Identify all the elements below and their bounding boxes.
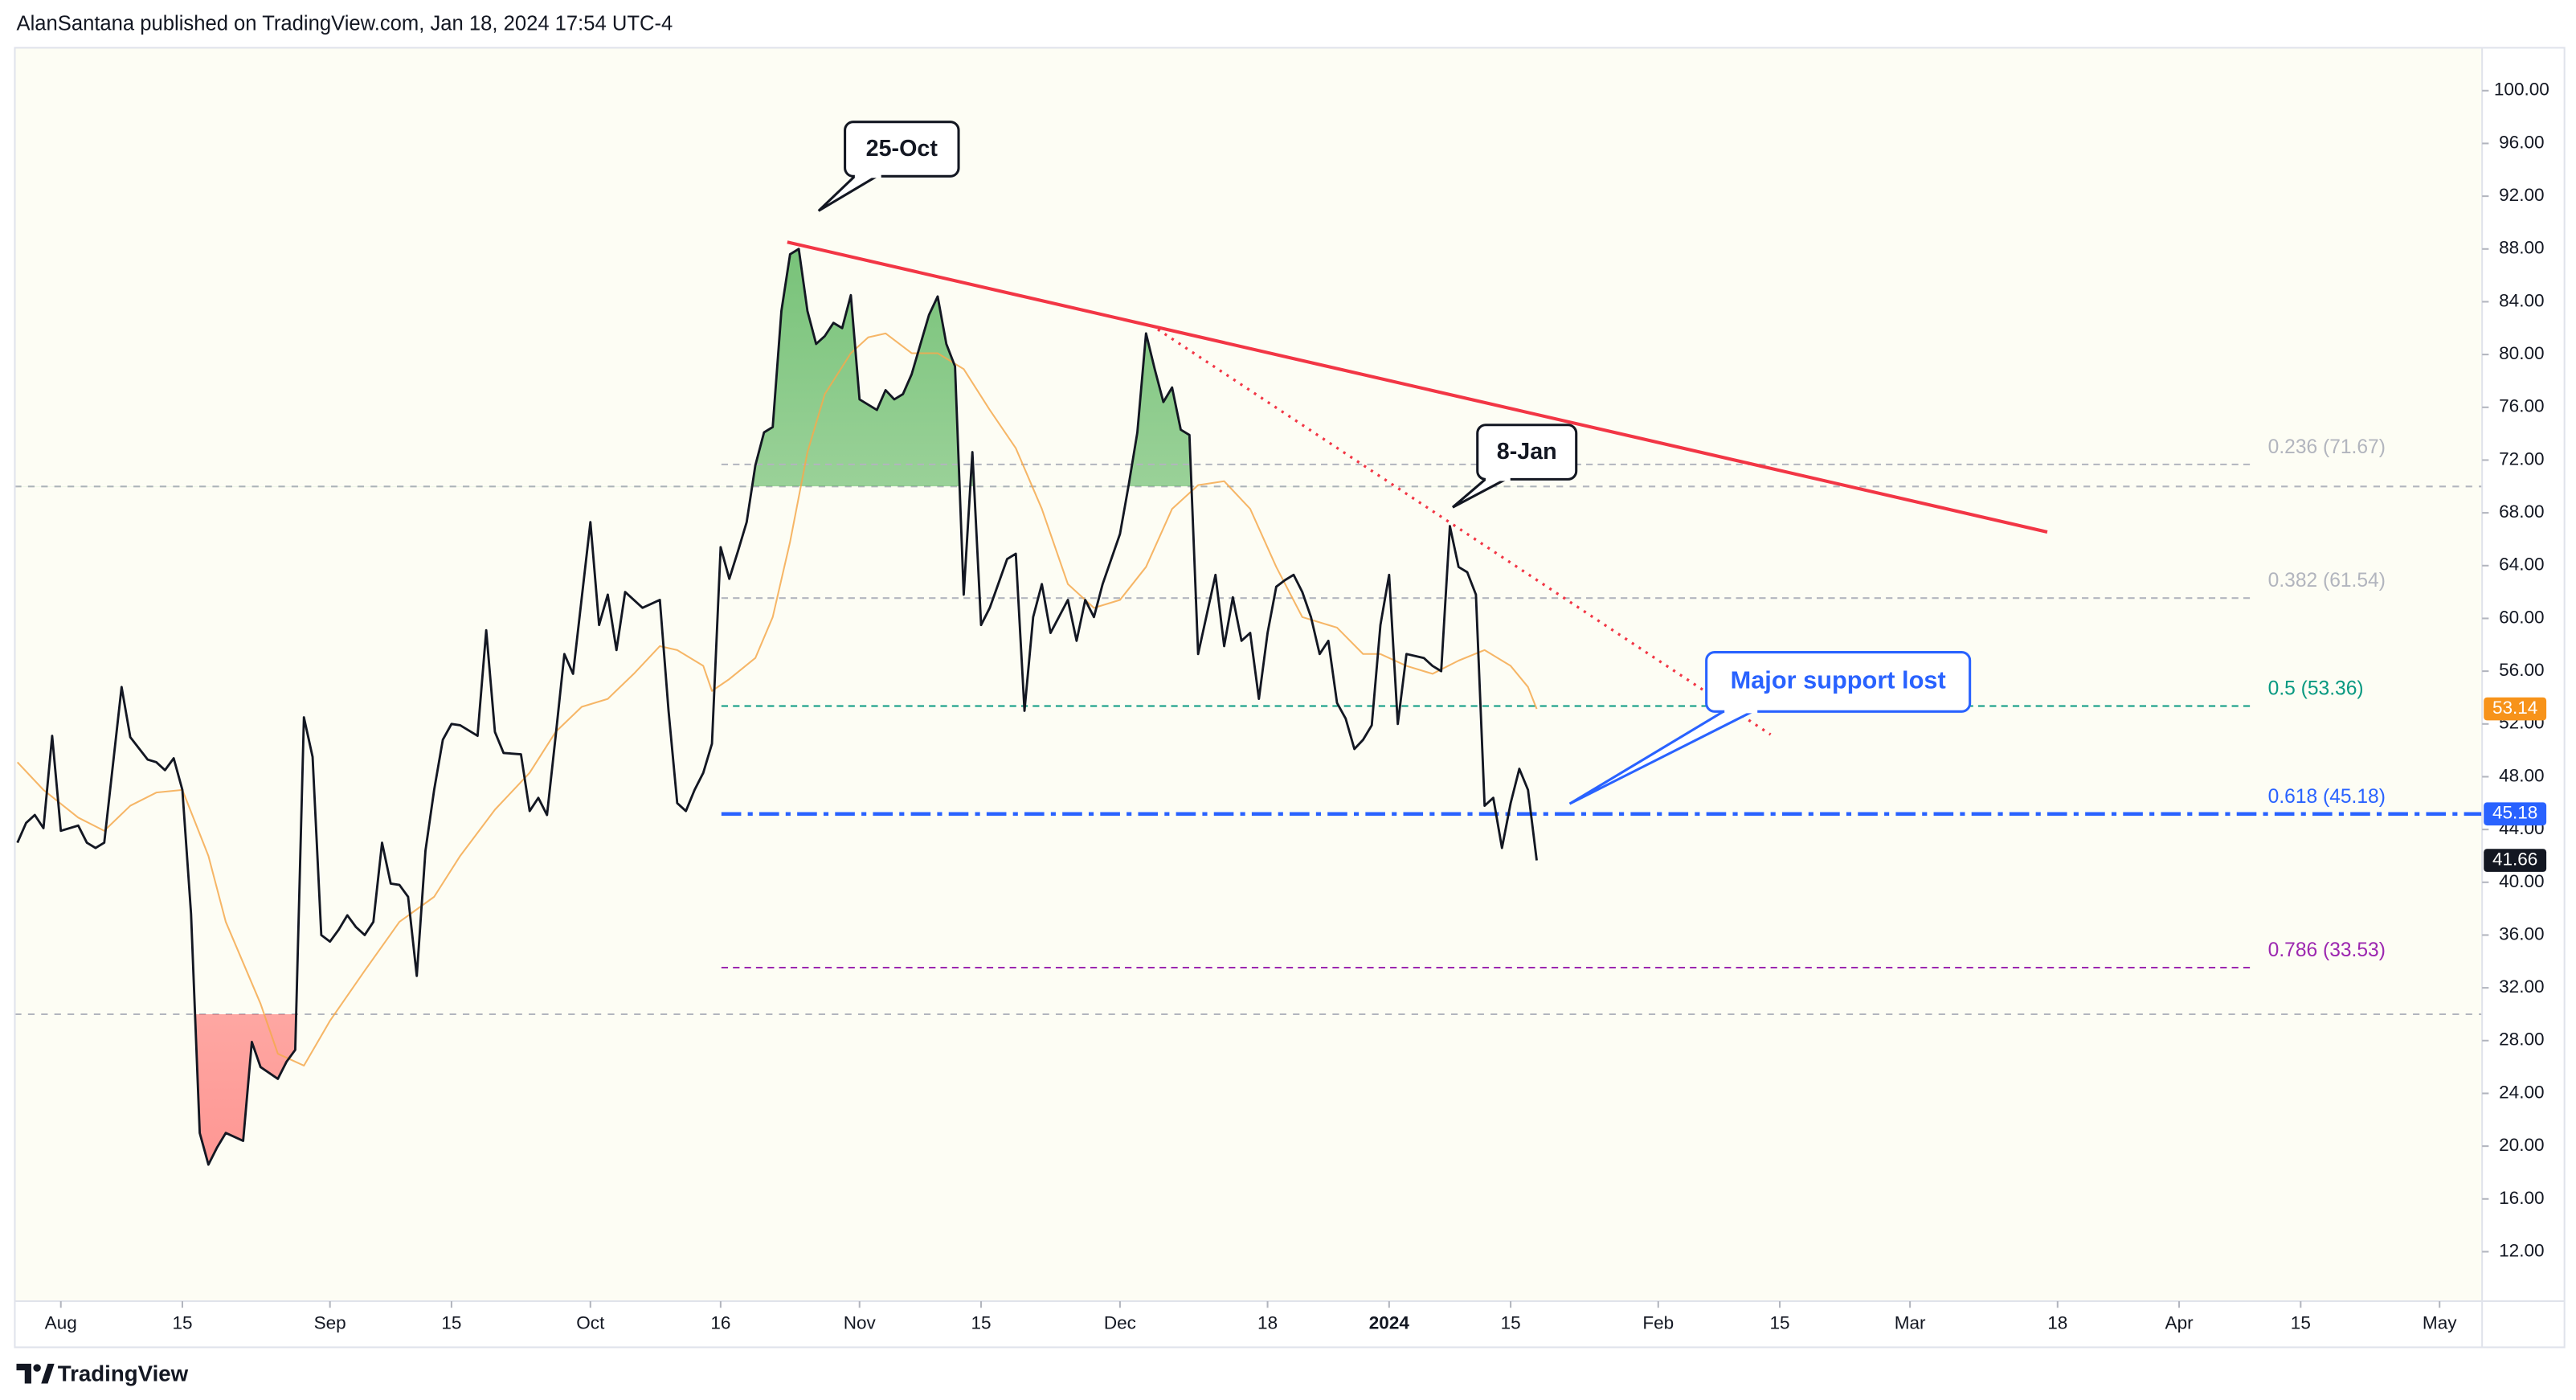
fib-label: 0.786 (33.53) [2268, 939, 2386, 961]
callout-text: Major support lost [1731, 666, 1946, 694]
price-tag [2484, 697, 2547, 721]
x-tick-label: 15 [2291, 1313, 2311, 1333]
callout-box [1476, 424, 1578, 481]
brand: TradingView [58, 1361, 189, 1386]
callout-box [844, 121, 960, 178]
price-tag [2484, 849, 2547, 872]
fib-label: 0.618 (45.18) [2268, 786, 2386, 808]
x-tick-label: Apr [2165, 1313, 2194, 1333]
callout-join [1485, 474, 1511, 481]
callout-join [854, 171, 881, 178]
frame [14, 47, 2566, 1349]
y-tick-label: 16.00 [2499, 1188, 2544, 1208]
y-tick-label: 24.00 [2499, 1082, 2544, 1102]
x-tick-label: 16 [710, 1313, 730, 1333]
y-tick-label: 88.00 [2499, 238, 2544, 258]
x-tick-label: May [2423, 1313, 2457, 1333]
logo-mark [41, 1363, 55, 1384]
plot-background [14, 47, 2483, 1302]
y-tick-label: 100.00 [2494, 80, 2549, 100]
x-tick-label: 2024 [1369, 1313, 1410, 1333]
x-tick-label: 15 [1770, 1313, 1790, 1333]
x-tick-label: Feb [1642, 1313, 1674, 1333]
price-tag-label: 41.66 [2492, 849, 2537, 870]
logo-mark [16, 1363, 31, 1384]
callout-box [1705, 651, 1972, 713]
x-tick-label: 18 [1257, 1313, 1278, 1333]
y-tick-label: 76.00 [2499, 396, 2544, 416]
moving-average-line [16, 332, 1538, 1067]
price-tag [2484, 802, 2547, 826]
fib-label: 0.236 (71.67) [2268, 436, 2386, 458]
y-tick-label: 28.00 [2499, 1030, 2544, 1050]
x-tick-label: Aug [45, 1313, 77, 1333]
callout: Major support lost [1568, 651, 1972, 805]
y-tick-label: 68.00 [2499, 501, 2544, 522]
price-tag-label: 53.14 [2492, 698, 2537, 718]
y-tick-label: 20.00 [2499, 1135, 2544, 1155]
y-tick-label: 32.00 [2499, 976, 2544, 997]
y-tick-label: 96.00 [2499, 132, 2544, 152]
x-tick-label: Sep [314, 1313, 346, 1333]
price-tag-label: 45.18 [2492, 803, 2537, 823]
y-tick-label: 40.00 [2499, 871, 2544, 891]
callout-text: 25-Oct [866, 136, 938, 162]
fib-label: 0.382 (61.54) [2268, 570, 2386, 592]
callout: 8-Jan [1451, 424, 1578, 509]
y-tick-label: 48.00 [2499, 765, 2544, 785]
header: AlanSantana published on TradingView.com… [16, 13, 673, 35]
brand-logo [16, 1363, 55, 1384]
series-line [16, 248, 1538, 1166]
x-tick-label: Oct [576, 1313, 605, 1333]
y-tick-label: 12.00 [2499, 1240, 2544, 1260]
x-tick-label: 15 [971, 1313, 991, 1333]
oversold-fill [194, 1013, 296, 1165]
y-tick-label: 92.00 [2499, 185, 2544, 205]
callout-text: 8-Jan [1497, 439, 1557, 465]
y-tick-label: 36.00 [2499, 923, 2544, 944]
y-tick-label: 60.00 [2499, 607, 2544, 627]
callout: 25-Oct [817, 121, 960, 212]
y-tick-label: 84.00 [2499, 290, 2544, 310]
y-tick-label: 56.00 [2499, 660, 2544, 680]
callout-join [1724, 706, 1758, 714]
logo-dot [33, 1364, 41, 1372]
x-tick-label: 15 [441, 1313, 461, 1333]
x-tick-label: 15 [1501, 1313, 1521, 1333]
x-tick-label: Mar [1895, 1313, 1926, 1333]
x-tick-label: 18 [2047, 1313, 2067, 1333]
y-tick-label: 80.00 [2499, 343, 2544, 363]
overbought-fill [17, 248, 1537, 487]
x-tick-label: 15 [172, 1313, 192, 1333]
y-tick-label: 72.00 [2499, 448, 2544, 469]
x-tick-label: Nov [844, 1313, 877, 1333]
x-tick-label: Dec [1104, 1313, 1136, 1333]
trend-line [787, 240, 2048, 534]
fib-label: 0.5 (53.36) [2268, 677, 2364, 699]
y-tick-label: 64.00 [2499, 555, 2544, 575]
